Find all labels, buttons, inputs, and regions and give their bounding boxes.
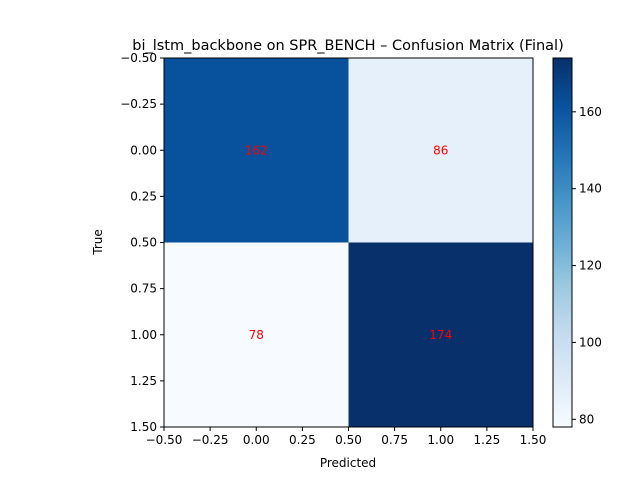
cell-value-label: 174 [429,328,452,342]
x-tick-label: 0.50 [335,433,362,447]
y-tick-label: 1.00 [130,328,157,342]
x-tick-label: 1.25 [474,433,501,447]
colorbar-tick-label: 160 [579,105,602,119]
colorbar-tick-label: 140 [579,182,602,196]
x-tick-label: 1.50 [520,433,547,447]
heatmap-cell-labels: 162 86 78 174 [245,143,452,342]
x-axis: −0.50 −0.25 0.00 0.25 0.50 0.75 1.00 1.25 1.50 [146,427,547,447]
colorbar-ticks: 80 100 120 140 160 [572,105,602,426]
colorbar [552,57,573,428]
x-axis-label: Predicted [320,456,376,470]
x-tick-label: −0.25 [192,433,229,447]
cell-value-label: 78 [249,328,264,342]
colorbar-tick-label: 80 [579,412,594,426]
cell-value-label: 86 [433,143,448,157]
y-tick-label: 0.25 [130,189,157,203]
colorbar-tick-label: 120 [579,259,602,273]
y-tick-label: 0.75 [130,282,157,296]
y-tick-label: 1.50 [130,420,157,434]
heatmap-cell [164,58,349,243]
y-axis: −0.50 −0.25 0.00 0.25 0.50 0.75 1.00 1.25 1.50 [120,51,164,434]
x-tick-label: 0.75 [381,433,408,447]
y-tick-label: 1.25 [130,374,157,388]
y-axis-label: True [91,229,105,256]
x-tick-label: 0.25 [289,433,316,447]
x-tick-label: 1.00 [427,433,454,447]
x-tick-label: −0.50 [146,433,183,447]
colorbar-tick-label: 100 [579,335,602,349]
y-tick-label: 0.50 [130,236,157,250]
y-tick-label: 0.00 [130,143,157,157]
x-tick-label: 0.00 [243,433,270,447]
y-tick-label: −0.25 [120,97,157,111]
heatmap-cells [164,58,533,427]
heatmap-cell [348,58,533,243]
cell-value-label: 162 [245,143,268,157]
y-tick-label: −0.50 [120,51,157,65]
heatmap-cell [164,242,349,427]
chart-title: bi_lstm_backbone on SPR_BENCH – Confusio… [132,38,564,54]
heatmap-cell [348,242,533,427]
